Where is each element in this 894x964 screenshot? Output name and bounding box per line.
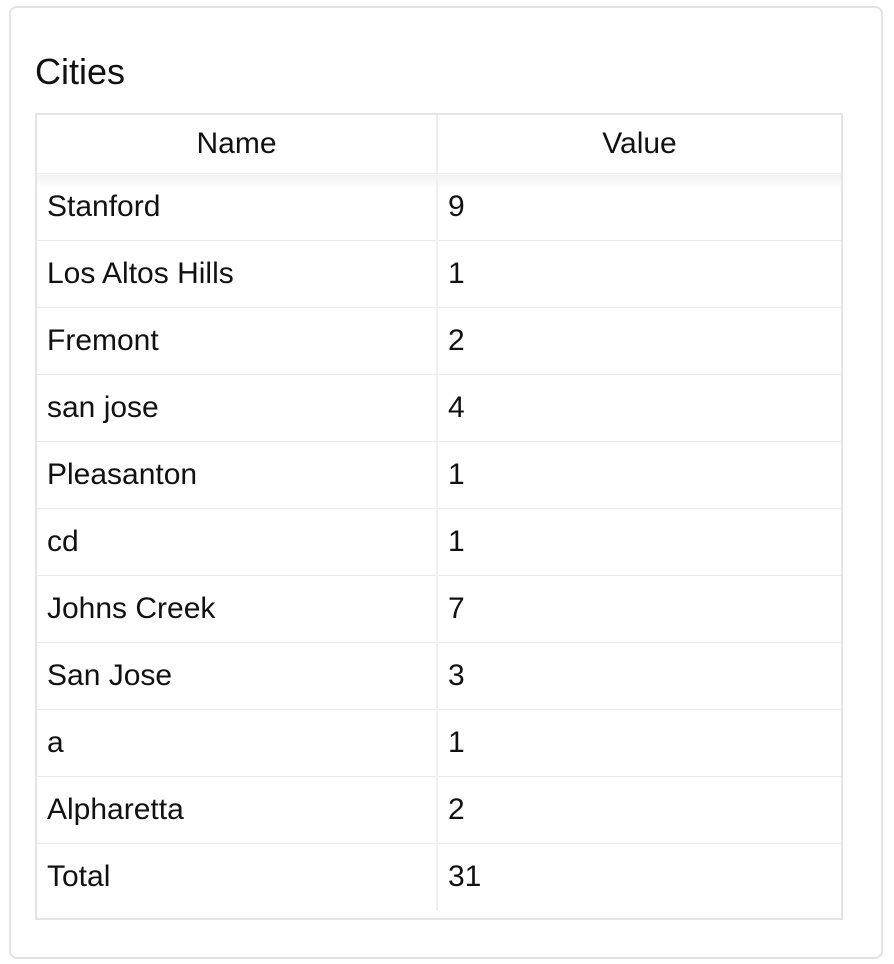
cities-card: Cities Name Value Stanford 9 Los Altos H… — [9, 6, 883, 959]
table-row: a 1 — [37, 709, 841, 777]
table-row: Alpharetta 2 — [37, 776, 841, 844]
table-body: Stanford 9 Los Altos Hills 1 Fremont 2 s… — [37, 173, 841, 911]
table-row: cd 1 — [37, 508, 841, 576]
cell-name: Stanford — [37, 173, 438, 241]
cell-name: Fremont — [37, 307, 438, 375]
cell-name: a — [37, 709, 438, 777]
cell-value: 7 — [437, 575, 841, 643]
cities-table: Name Value Stanford 9 Los Altos Hills 1 … — [37, 115, 841, 911]
cell-name: Los Altos Hills — [37, 240, 438, 308]
cell-value: 9 — [437, 173, 841, 241]
table-row: Stanford 9 — [37, 173, 841, 241]
column-header-name[interactable]: Name — [37, 115, 438, 174]
cell-value: 1 — [437, 709, 841, 777]
cell-value: 2 — [437, 776, 841, 844]
table-row: Los Altos Hills 1 — [37, 240, 841, 308]
cell-name: san jose — [37, 374, 438, 442]
table-row: Fremont 2 — [37, 307, 841, 375]
cell-value: 1 — [437, 441, 841, 509]
table-row: San Jose 3 — [37, 642, 841, 710]
table-row: Johns Creek 7 — [37, 575, 841, 643]
cell-name: Alpharetta — [37, 776, 438, 844]
total-value: 31 — [437, 843, 841, 911]
table-row: Pleasanton 1 — [37, 441, 841, 509]
cell-name: cd — [37, 508, 438, 576]
header-row: Name Value — [37, 115, 841, 174]
cell-value: 1 — [437, 508, 841, 576]
column-header-value[interactable]: Value — [437, 115, 841, 174]
cell-value: 2 — [437, 307, 841, 375]
total-label: Total — [37, 843, 438, 911]
cell-name: Pleasanton — [37, 441, 438, 509]
table-header: Name Value — [37, 115, 841, 174]
table-row: san jose 4 — [37, 374, 841, 442]
total-row: Total 31 — [37, 843, 841, 911]
cell-value: 3 — [437, 642, 841, 710]
cities-table-container: Name Value Stanford 9 Los Altos Hills 1 … — [35, 113, 843, 920]
cell-value: 4 — [437, 374, 841, 442]
cell-name: Johns Creek — [37, 575, 438, 643]
cell-name: San Jose — [37, 642, 438, 710]
card-title: Cities — [35, 51, 126, 92]
cell-value: 1 — [437, 240, 841, 308]
